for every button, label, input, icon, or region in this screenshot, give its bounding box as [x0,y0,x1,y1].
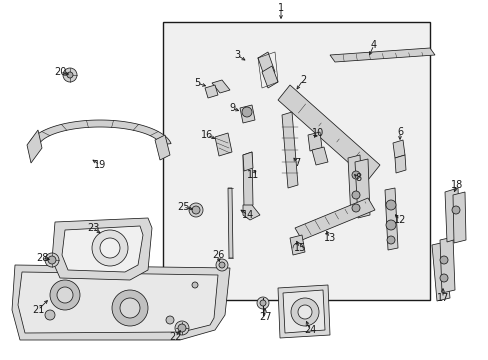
Circle shape [351,191,359,199]
Circle shape [45,253,59,267]
Text: 3: 3 [233,50,240,60]
Text: 26: 26 [211,250,224,260]
Circle shape [351,171,359,179]
Polygon shape [311,147,327,165]
Text: 21: 21 [32,305,44,315]
Polygon shape [227,188,232,258]
Polygon shape [12,265,229,340]
Polygon shape [52,218,152,280]
Circle shape [242,107,251,117]
Polygon shape [282,112,297,188]
Text: 9: 9 [228,103,235,113]
Circle shape [385,220,395,230]
Circle shape [63,68,77,82]
Polygon shape [27,130,42,163]
Circle shape [100,238,120,258]
Text: 1: 1 [277,3,284,13]
Circle shape [67,72,73,78]
Polygon shape [29,120,171,145]
Circle shape [297,305,311,319]
Bar [163,22,429,300]
Text: 23: 23 [87,223,99,233]
Text: 25: 25 [176,202,189,212]
Circle shape [219,262,224,268]
Polygon shape [384,188,397,250]
Text: 6: 6 [396,127,402,137]
Circle shape [50,280,80,310]
Polygon shape [243,152,252,171]
Circle shape [165,316,174,324]
Polygon shape [392,140,404,158]
Text: 18: 18 [450,180,462,190]
Circle shape [112,290,148,326]
Circle shape [57,287,73,303]
Polygon shape [354,159,369,218]
Text: 10: 10 [311,128,324,138]
Polygon shape [155,135,170,160]
Circle shape [451,206,459,214]
Text: 13: 13 [323,233,335,243]
Circle shape [48,256,56,264]
Text: 11: 11 [246,170,259,180]
Polygon shape [347,155,362,218]
Text: 20: 20 [54,67,66,77]
Polygon shape [215,133,231,156]
Polygon shape [243,152,252,208]
Polygon shape [240,105,254,123]
Polygon shape [439,237,454,293]
Text: 16: 16 [201,130,213,140]
Polygon shape [452,192,465,243]
Circle shape [290,298,318,326]
Circle shape [257,297,268,309]
Polygon shape [204,85,218,98]
Circle shape [216,259,227,271]
Circle shape [192,206,200,214]
Polygon shape [62,226,142,272]
Text: 22: 22 [168,332,181,342]
Circle shape [120,298,140,318]
Circle shape [178,324,185,332]
Polygon shape [289,235,305,255]
Text: 17: 17 [436,293,448,303]
Text: 15: 15 [293,243,305,253]
Polygon shape [258,52,274,78]
Circle shape [386,236,394,244]
Polygon shape [212,80,229,93]
Text: 12: 12 [393,215,406,225]
Polygon shape [278,85,379,180]
Circle shape [175,321,189,335]
Polygon shape [394,155,405,173]
Text: 24: 24 [303,325,316,335]
Circle shape [439,256,447,264]
Polygon shape [278,285,329,338]
Polygon shape [243,205,260,220]
Circle shape [45,310,55,320]
Circle shape [189,203,203,217]
Text: 28: 28 [36,253,48,263]
Text: 4: 4 [370,40,376,50]
Polygon shape [262,66,278,88]
Circle shape [385,200,395,210]
Text: 27: 27 [258,312,271,322]
Polygon shape [307,132,321,151]
Polygon shape [329,48,434,62]
Circle shape [439,274,447,282]
Text: 14: 14 [242,210,254,220]
Polygon shape [294,198,374,240]
Polygon shape [431,242,449,301]
Text: 19: 19 [94,160,106,170]
Circle shape [92,230,128,266]
Text: 5: 5 [193,78,200,88]
Text: 2: 2 [299,75,305,85]
Polygon shape [283,290,325,333]
Polygon shape [444,188,459,242]
Text: 7: 7 [293,158,300,168]
Circle shape [351,204,359,212]
Circle shape [260,300,265,306]
Circle shape [192,282,198,288]
Text: 8: 8 [354,173,360,183]
Polygon shape [18,272,218,333]
